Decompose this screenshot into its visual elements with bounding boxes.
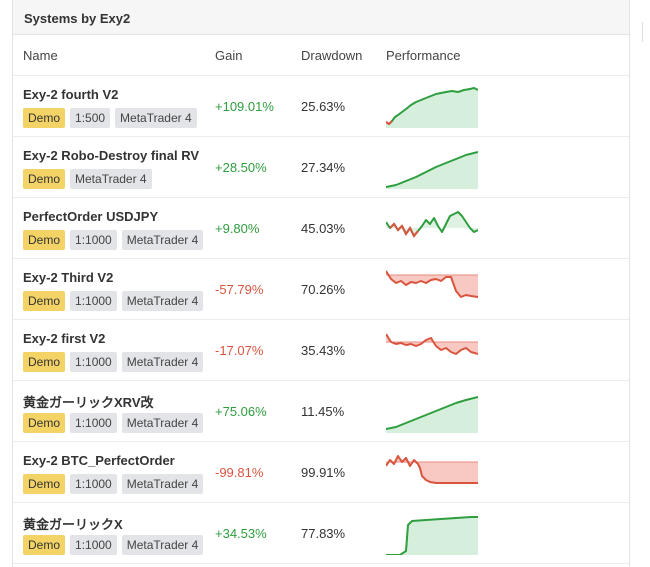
column-header-drawdown[interactable]: Drawdown [301,48,363,63]
system-tags: Demo 1:1000 MetaTrader 4 [23,291,204,311]
system-name-link[interactable]: Exy-2 BTC_PerfectOrder [23,453,175,468]
table-row[interactable]: PerfectOrder USDJPY Demo 1:1000 MetaTrader … [13,198,629,259]
drawdown-value: 25.63% [301,99,346,114]
table-row[interactable]: Exy-2 Robo-Destroy final RV Demo MetaTrade… [13,137,629,198]
gain-value: -99.81% [215,465,264,480]
sparkline-line [386,87,478,125]
system-name-link[interactable]: 黄金ガーリックX [23,517,123,532]
drawdown-value: 27.34% [301,160,346,175]
table-row[interactable]: Exy-2 BTC_PerfectOrder Demo 1:1000 MetaTrad… [13,442,629,503]
system-name-link[interactable]: 黄金ガーリックXRV改 [23,395,154,410]
platform-badge: MetaTrader 4 [121,413,204,433]
demo-badge: Demo [23,291,66,311]
demo-badge: Demo [23,169,66,189]
system-tags: Demo 1:1000 MetaTrader 4 [23,535,204,555]
sparkline-line [386,270,478,298]
performance-sparkline[interactable] [386,206,478,250]
platform-badge: MetaTrader 4 [121,230,204,250]
gain-value: +9.80% [215,221,260,236]
sparkline-line [386,455,478,484]
drawdown-value: 99.91% [301,465,346,480]
system-tags: Demo 1:500 MetaTrader 4 [23,108,197,128]
leverage-badge: 1:1000 [70,291,117,311]
demo-badge: Demo [23,474,66,494]
sparkline-loss-segment [389,222,419,238]
system-name-link[interactable]: Exy-2 first V2 [23,331,106,346]
table-row[interactable]: 黄金ガーリックX Demo 1:1000 MetaTrader 4 +34.53% 77.… [13,503,629,564]
demo-badge: Demo [23,413,66,433]
table-row[interactable]: Exy-2 fourth V2 Demo 1:500 MetaTrader 4 +109… [13,76,629,137]
system-name-link[interactable]: Exy-2 Third V2 [23,270,114,285]
leverage-badge: 1:1000 [70,413,117,433]
demo-badge: Demo [23,108,66,128]
scrollbar[interactable] [642,22,643,42]
systems-panel: Systems by Exy2 Name Gain Drawdown Perfo… [12,0,630,567]
platform-badge: MetaTrader 4 [121,474,204,494]
header-divider [13,75,629,76]
system-tags: Demo 1:1000 MetaTrader 4 [23,352,204,372]
sparkline-area [386,271,478,297]
drawdown-value: 35.43% [301,343,346,358]
system-name-link[interactable]: PerfectOrder USDJPY [23,209,159,224]
drawdown-value: 45.03% [301,221,346,236]
table-row[interactable]: Exy-2 Third V2 Demo 1:1000 MetaTrader 4 -57.… [13,259,629,320]
sparkline-line [386,396,478,430]
sparkline-area [386,88,478,128]
demo-badge: Demo [23,535,66,555]
gain-value: +28.50% [215,160,267,175]
performance-sparkline[interactable] [386,389,478,433]
drawdown-value: 70.26% [301,282,346,297]
sparkline-area [386,517,478,555]
system-tags: Demo 1:1000 MetaTrader 4 [23,413,204,433]
performance-sparkline[interactable] [386,511,478,555]
performance-sparkline[interactable] [386,145,478,189]
platform-badge: MetaTrader 4 [121,352,204,372]
gain-value: -17.07% [215,343,264,358]
system-name-link[interactable]: Exy-2 Robo-Destroy final RV [23,148,200,163]
system-tags: Demo 1:1000 MetaTrader 4 [23,230,204,250]
system-tags: Demo MetaTrader 4 [23,169,152,189]
drawdown-value: 11.45% [301,404,345,419]
gain-value: +109.01% [215,99,274,114]
gain-value: +34.53% [215,526,267,541]
performance-sparkline[interactable] [386,328,478,372]
sparkline-area [386,334,478,354]
demo-badge: Demo [23,230,66,250]
drawdown-value: 77.83% [301,526,346,541]
performance-sparkline[interactable] [386,450,478,494]
leverage-badge: 1:1000 [70,474,117,494]
leverage-badge: 1:1000 [70,352,117,372]
platform-badge: MetaTrader 4 [121,291,204,311]
table-row[interactable]: Exy-2 first V2 Demo 1:1000 MetaTrader 4 -17.… [13,320,629,381]
sparkline-loss-segment [386,120,393,126]
sparkline-area [386,212,478,236]
performance-sparkline[interactable] [386,267,478,311]
leverage-badge: 1:1000 [70,535,117,555]
system-tags: Demo 1:1000 MetaTrader 4 [23,474,204,494]
leverage-badge: 1:1000 [70,230,117,250]
system-name-link[interactable]: Exy-2 fourth V2 [23,87,119,102]
column-header-name[interactable]: Name [23,48,58,63]
column-header-performance: Performance [386,48,461,63]
table-row[interactable]: 黄金ガーリックXRV改 Demo 1:1000 MetaTrader 4 +75.06%… [13,381,629,442]
platform-badge: MetaTrader 4 [121,535,204,555]
sparkline-line [386,516,478,555]
performance-sparkline[interactable] [386,84,478,128]
panel-title: Systems by Exy2 [13,0,629,35]
column-header-gain[interactable]: Gain [215,48,243,63]
sparkline-line [386,151,478,188]
demo-badge: Demo [23,352,66,372]
platform-badge: MetaTrader 4 [115,108,197,128]
sparkline-line [386,333,478,355]
gain-value: -57.79% [215,282,264,297]
leverage-badge: 1:500 [70,108,111,128]
sparkline-area [386,397,478,433]
platform-badge: MetaTrader 4 [70,169,152,189]
gain-value: +75.06% [215,404,267,419]
sparkline-area [386,152,478,189]
